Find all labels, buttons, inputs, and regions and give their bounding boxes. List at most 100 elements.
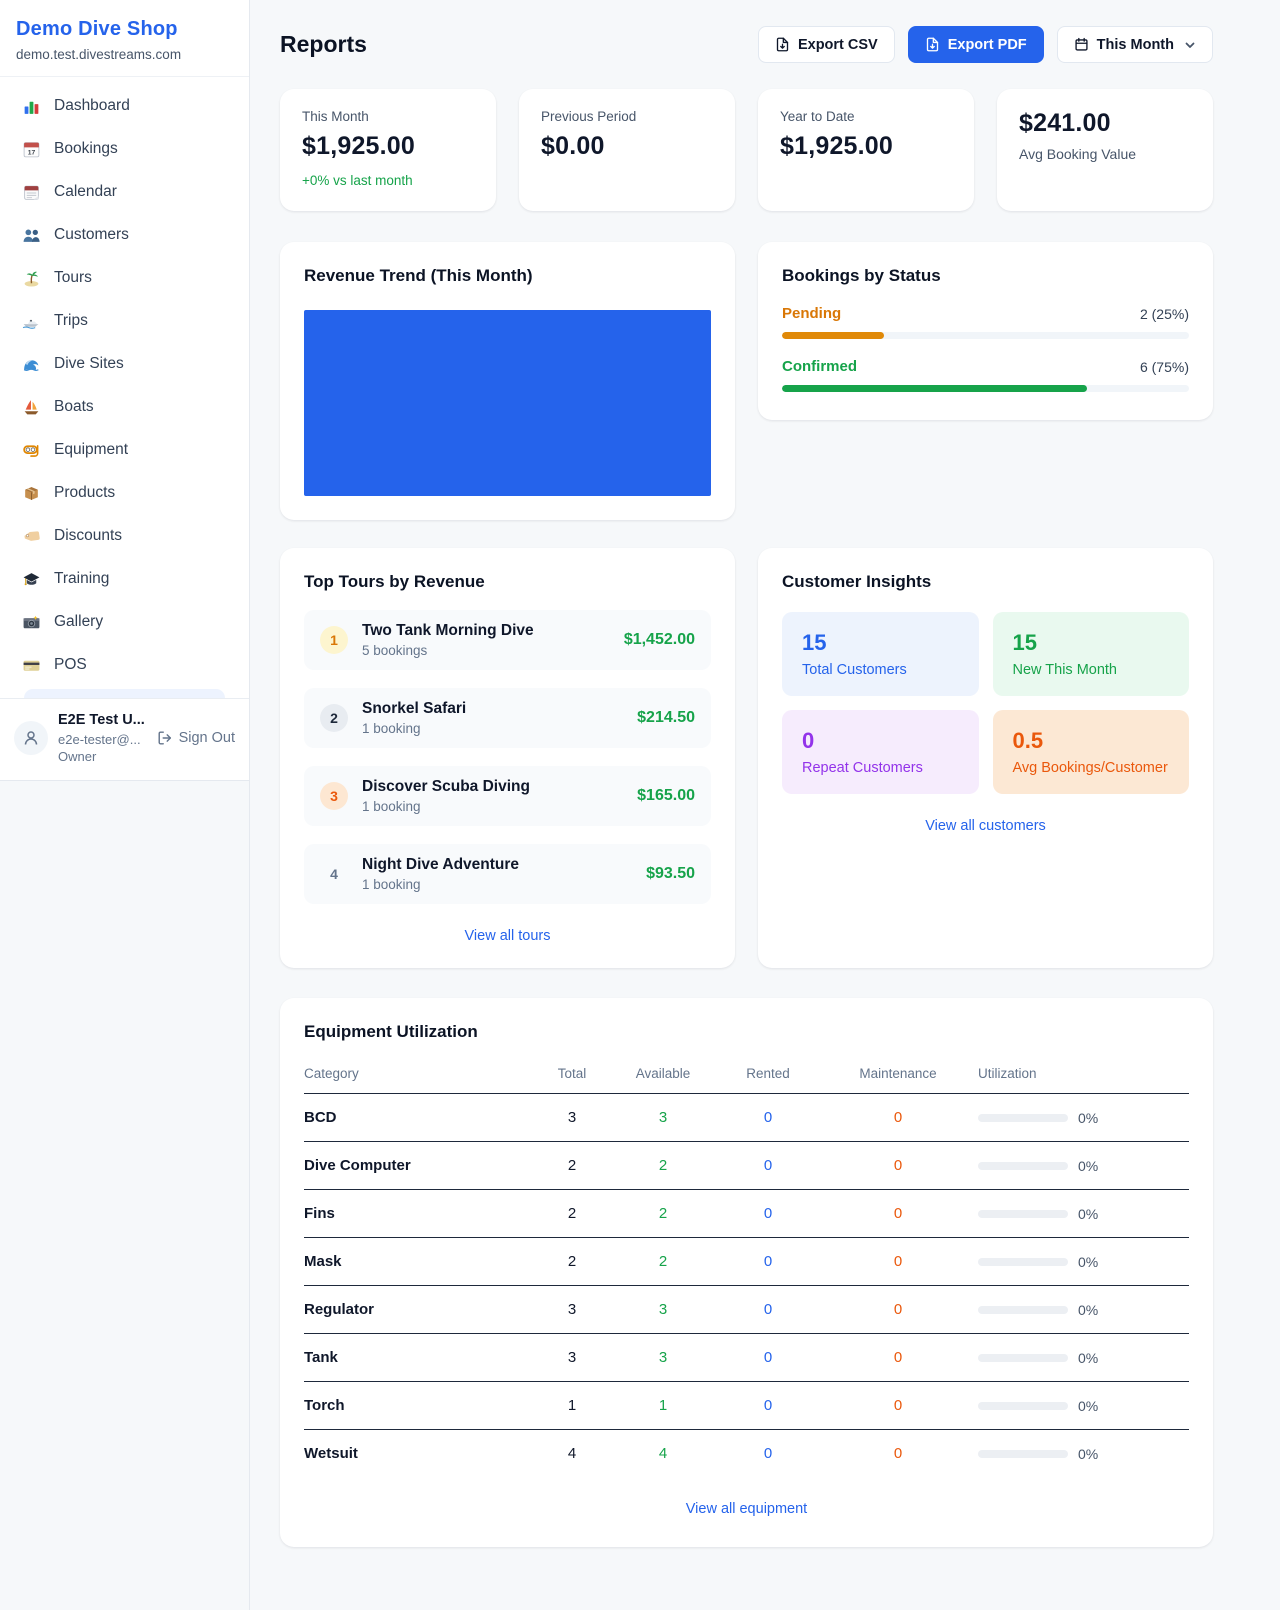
status-row-pending: Pending 2 (25%) bbox=[782, 305, 1189, 339]
equipment-total: 2 bbox=[536, 1141, 608, 1190]
stat-card-avg-booking-value: $241.00 Avg Booking Value bbox=[997, 89, 1213, 211]
sidebar-item-dive-sites[interactable]: Dive Sites bbox=[12, 345, 237, 383]
progress-track bbox=[782, 332, 1189, 339]
shop-domain: demo.test.divestreams.com bbox=[16, 47, 182, 62]
customer-insights-title: Customer Insights bbox=[782, 572, 932, 591]
tour-name: Two Tank Morning Dive bbox=[362, 622, 534, 639]
sidebar-item-products[interactable]: Products bbox=[12, 474, 237, 512]
sidebar-item-label: Training bbox=[54, 570, 110, 587]
insight-tile-total-customers: 15 Total Customers bbox=[782, 612, 979, 696]
island-icon bbox=[22, 269, 41, 288]
insight-value: 0 bbox=[802, 728, 815, 753]
equipment-total: 3 bbox=[536, 1093, 608, 1142]
stat-value: $1,925.00 bbox=[302, 132, 416, 160]
sidebar-item-tours[interactable]: Tours bbox=[12, 259, 237, 297]
utilization-bar bbox=[978, 1209, 1068, 1218]
sign-out-button[interactable]: Sign Out bbox=[157, 730, 235, 746]
export-csv-button[interactable]: Export CSV bbox=[757, 26, 895, 63]
credit-card-icon bbox=[22, 656, 41, 675]
view-all-equipment-link[interactable]: View all equipment bbox=[685, 1501, 808, 1517]
sidebar-item-label: Products bbox=[54, 484, 116, 501]
column-header: Category bbox=[304, 1056, 536, 1094]
utilization-bar bbox=[978, 1353, 1068, 1362]
sidebar-item-reports-partial[interactable] bbox=[24, 689, 225, 698]
sidebar-item-trips[interactable]: Trips bbox=[12, 302, 237, 340]
sidebar-item-training[interactable]: Training bbox=[12, 560, 237, 598]
revenue-trend-card: Revenue Trend (This Month) bbox=[280, 242, 735, 520]
view-all-customers-link[interactable]: View all customers bbox=[925, 818, 1046, 834]
calendar-icon bbox=[1075, 37, 1088, 51]
equipment-rented: 0 bbox=[718, 1189, 818, 1238]
equipment-rented: 0 bbox=[763, 1445, 773, 1462]
sailboat-icon bbox=[22, 398, 41, 417]
sidebar-item-boats[interactable]: Boats bbox=[12, 388, 237, 426]
view-all-tours-link[interactable]: View all tours bbox=[464, 928, 551, 944]
user-role: Owner bbox=[58, 749, 97, 765]
column-header: Utilization bbox=[978, 1056, 1189, 1094]
sidebar-item-label: Equipment bbox=[54, 441, 129, 458]
sidebar-item-dashboard[interactable]: Dashboard bbox=[12, 87, 237, 125]
equipment-category: BCD bbox=[304, 1093, 536, 1142]
stat-value: $241.00 bbox=[1019, 109, 1111, 137]
tear-calendar-icon bbox=[22, 183, 41, 202]
status-label: Pending bbox=[782, 305, 842, 322]
status-row-confirmed: Confirmed 6 (75%) bbox=[782, 358, 1189, 392]
equipment-rented: 0 bbox=[718, 1237, 818, 1286]
sidebar-item-customers[interactable]: Customers bbox=[12, 216, 237, 254]
insight-value: 0.5 bbox=[1012, 728, 1044, 753]
sidebar-item-bookings[interactable]: 17 Bookings bbox=[12, 130, 237, 168]
sidebar-item-pos[interactable]: POS bbox=[12, 646, 237, 684]
period-dropdown[interactable]: This Month bbox=[1056, 26, 1213, 63]
stat-label: Year to Date bbox=[780, 109, 855, 124]
equipment-rented: 0 bbox=[718, 1141, 818, 1190]
sidebar-item-calendar[interactable]: Calendar bbox=[12, 173, 237, 211]
sidebar-item-label: Customers bbox=[54, 226, 129, 243]
export-pdf-button[interactable]: Export PDF bbox=[907, 26, 1044, 63]
insight-label: Total Customers bbox=[802, 662, 907, 678]
equipment-category: Tank bbox=[304, 1333, 536, 1382]
sidebar-item-discounts[interactable]: Discounts bbox=[12, 517, 237, 555]
user-footer: E2E Test U... e2e-tester@... Owner Sign … bbox=[0, 698, 249, 780]
sidebar-nav: Dashboard 17 Bookings Calendar Customers… bbox=[0, 77, 249, 698]
equipment-total: 3 bbox=[536, 1333, 608, 1382]
table-row: Regulator 3 3 0 0 0% bbox=[304, 1285, 1189, 1334]
equipment-rented: 0 bbox=[718, 1093, 818, 1142]
table-row: Tank 3 3 0 0 0% bbox=[304, 1333, 1189, 1382]
period-label: This Month bbox=[1096, 36, 1174, 53]
utilization-percent: 0% bbox=[1078, 1397, 1099, 1414]
insight-label: Repeat Customers bbox=[802, 760, 923, 776]
file-download-icon bbox=[926, 37, 938, 52]
column-header: Rented bbox=[718, 1056, 818, 1094]
utilization-bar bbox=[978, 1257, 1068, 1266]
shop-name: Demo Dive Shop bbox=[16, 18, 178, 40]
stat-card-this-month: This Month $1,925.00 +0% vs last month bbox=[280, 89, 496, 211]
equipment-total: 3 bbox=[536, 1285, 608, 1334]
column-header: Total bbox=[536, 1056, 608, 1094]
utilization-percent: 0% bbox=[1078, 1301, 1099, 1318]
sidebar-item-gallery[interactable]: Gallery bbox=[12, 603, 237, 641]
equipment-category: Mask bbox=[304, 1237, 536, 1286]
equipment-available: 1 bbox=[608, 1381, 718, 1430]
insight-tile-repeat-customers: 0 Repeat Customers bbox=[782, 710, 979, 794]
insights-row: Top Tours by Revenue 1 Two Tank Morning … bbox=[280, 548, 1213, 968]
equipment-available: 3 bbox=[608, 1093, 718, 1142]
insight-tile-new-this-month: 15 New This Month bbox=[992, 612, 1189, 696]
equipment-rented: 0 bbox=[718, 1381, 818, 1430]
person-icon bbox=[24, 731, 38, 745]
stat-label: Avg Booking Value bbox=[1019, 146, 1137, 162]
tour-revenue: $165.00 bbox=[637, 787, 695, 804]
export-csv-label: Export CSV bbox=[797, 36, 878, 53]
tour-bookings: 1 booking bbox=[362, 799, 421, 814]
tour-row: 4 Night Dive Adventure 1 booking $93.50 bbox=[304, 844, 711, 904]
tour-row: 3 Discover Scuba Diving 1 booking $165.0… bbox=[304, 766, 711, 826]
equipment-available: 2 bbox=[608, 1237, 718, 1286]
status-label: Confirmed bbox=[782, 358, 857, 375]
utilization-bar bbox=[978, 1401, 1068, 1410]
file-download-icon bbox=[776, 37, 789, 52]
utilization-percent: 0% bbox=[1078, 1205, 1099, 1222]
shop-header: Demo Dive Shop demo.test.divestreams.com bbox=[0, 0, 249, 77]
utilization-percent: 0% bbox=[1078, 1157, 1099, 1174]
stat-label: This Month bbox=[302, 109, 369, 124]
top-tours-card: Top Tours by Revenue 1 Two Tank Morning … bbox=[280, 548, 735, 968]
sidebar-item-equipment[interactable]: Equipment bbox=[12, 431, 237, 469]
